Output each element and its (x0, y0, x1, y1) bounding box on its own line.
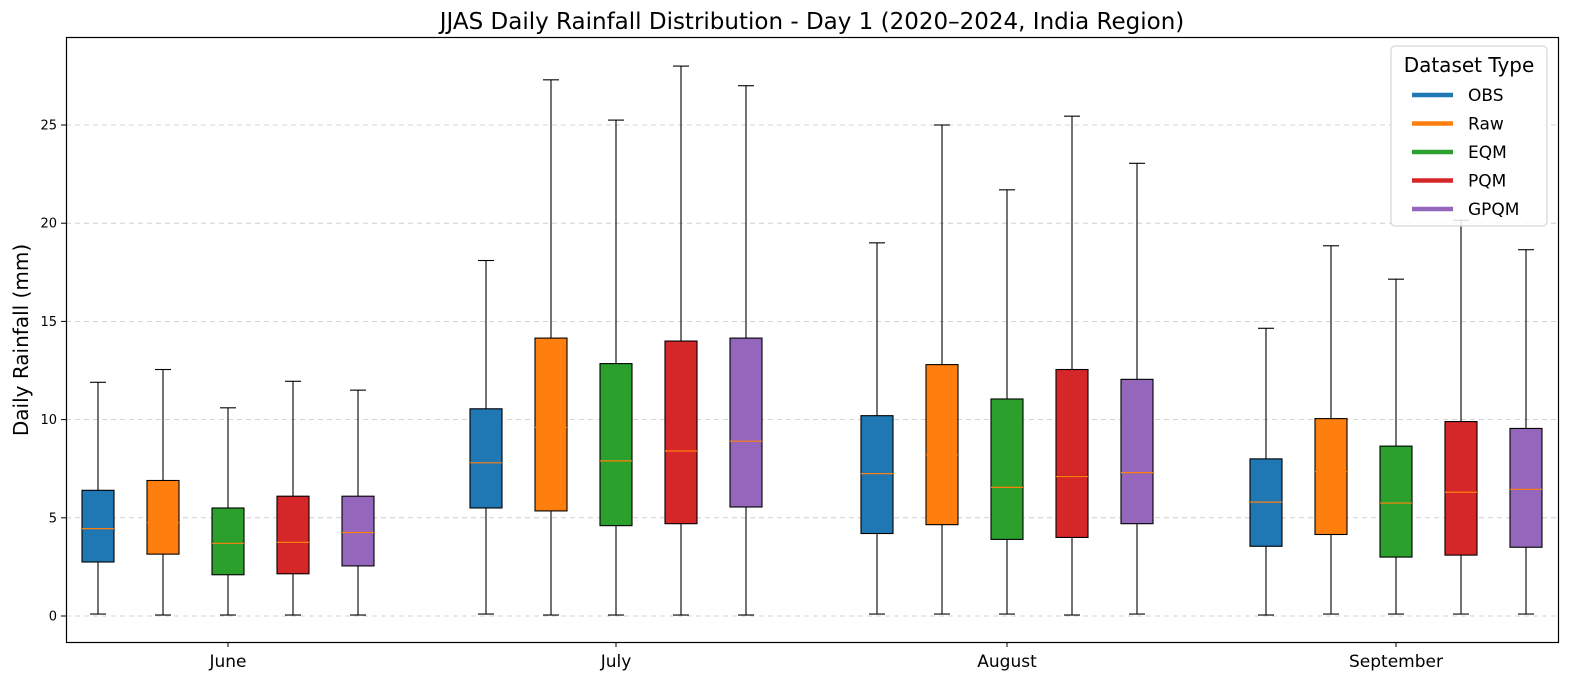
legend: Dataset Type OBS Raw EQM PQM GPQM (1390, 45, 1548, 227)
box-gpqm (1120, 162, 1154, 615)
box-obs (81, 381, 115, 615)
box-gpqm (729, 85, 763, 616)
x-tick-label: September (1349, 652, 1443, 672)
box-eqm (211, 407, 245, 616)
legend-item-eqm: EQM (1412, 143, 1507, 163)
box-eqm (990, 189, 1024, 615)
legend-label: GPQM (1468, 200, 1519, 220)
y-axis-label: Daily Rainfall (mm) (9, 244, 33, 436)
y-tick-label: 10 (40, 413, 57, 428)
box-body (1055, 368, 1089, 538)
y-axis: 0 5 10 15 20 25 (40, 119, 66, 625)
x-tick-label: August (977, 652, 1037, 672)
box-gpqm (1509, 249, 1543, 615)
box-body (1379, 445, 1413, 558)
box-body (1120, 378, 1154, 525)
y-tick-label: 20 (40, 217, 57, 232)
legend-label: PQM (1468, 172, 1506, 192)
y-tick-label: 15 (40, 315, 57, 330)
box-body (1509, 427, 1543, 548)
box-pqm (1055, 115, 1089, 616)
legend-label: Raw (1468, 115, 1504, 135)
box-body (599, 363, 633, 527)
box-raw (534, 79, 568, 616)
box-body (469, 408, 503, 509)
box-body (211, 507, 245, 576)
box-body (729, 337, 763, 508)
box-gpqm (341, 389, 375, 616)
x-axis: June July August September (208, 642, 1443, 672)
box-body (664, 340, 698, 525)
y-tick-label: 0 (49, 610, 57, 625)
box-body (146, 479, 180, 555)
legend-item-gpqm: GPQM (1412, 200, 1519, 220)
box-body (1444, 421, 1478, 556)
box-body (341, 495, 375, 567)
legend-label: EQM (1468, 143, 1507, 163)
legend-label: OBS (1468, 86, 1504, 106)
box-series (81, 65, 1543, 616)
box-pqm (664, 65, 698, 616)
box-raw (925, 124, 959, 615)
chart-title: JJAS Daily Rainfall Distribution - Day 1… (438, 9, 1185, 35)
box-body (860, 415, 894, 535)
legend-item-pqm: PQM (1412, 172, 1506, 192)
box-pqm (1444, 219, 1478, 615)
box-obs (1249, 327, 1283, 616)
box-obs (860, 242, 894, 615)
box-eqm (599, 119, 633, 616)
legend-item-raw: Raw (1412, 115, 1504, 135)
box-body (81, 489, 115, 563)
box-raw (1314, 245, 1348, 615)
y-tick-label: 25 (40, 119, 57, 134)
grid-lines (66, 124, 1558, 617)
box-pqm (276, 380, 310, 616)
x-tick-label: July (600, 652, 632, 672)
box-raw (146, 368, 180, 616)
y-tick-label: 5 (49, 511, 57, 526)
x-tick-label: June (208, 652, 246, 672)
box-body (990, 398, 1024, 540)
box-body (276, 495, 310, 575)
plot-frame (65, 36, 1560, 644)
box-body (534, 337, 568, 512)
legend-title: Dataset Type (1404, 53, 1535, 77)
box-obs (469, 259, 503, 615)
box-eqm (1379, 278, 1413, 615)
box-body (925, 364, 959, 526)
legend-item-obs: OBS (1412, 86, 1504, 106)
box-body (1314, 418, 1348, 536)
